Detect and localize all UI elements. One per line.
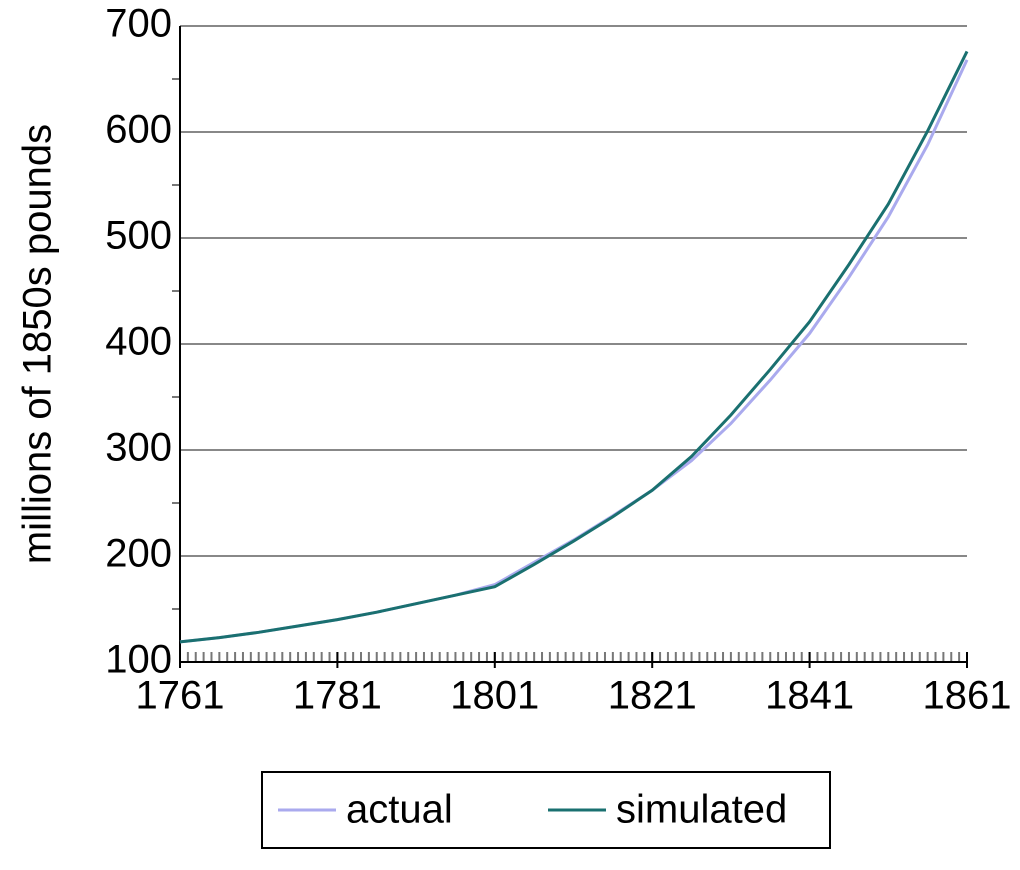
y-tick-label: 700 bbox=[105, 2, 172, 46]
y-axis-label: millions of 1850s pounds bbox=[16, 124, 60, 564]
y-tick-label: 600 bbox=[105, 108, 172, 152]
y-tick-label: 100 bbox=[105, 638, 172, 682]
x-tick-label: 1841 bbox=[765, 674, 854, 718]
x-tick-label: 1821 bbox=[608, 674, 697, 718]
legend-label: actual bbox=[346, 788, 453, 832]
y-tick-label: 500 bbox=[105, 214, 172, 258]
y-tick-label: 200 bbox=[105, 532, 172, 576]
y-tick-label: 400 bbox=[105, 320, 172, 364]
series-line bbox=[179, 50, 969, 644]
x-tick-label: 1801 bbox=[450, 674, 539, 718]
minor-ticks bbox=[172, 78, 968, 662]
legend-box bbox=[261, 771, 831, 849]
x-tick-label: 1861 bbox=[923, 674, 1012, 718]
legend-label: simulated bbox=[616, 788, 787, 832]
x-tick-label: 1781 bbox=[293, 674, 382, 718]
x-tick-label: 1761 bbox=[136, 674, 225, 718]
series-line bbox=[179, 59, 969, 644]
y-tick-label: 300 bbox=[105, 426, 172, 470]
